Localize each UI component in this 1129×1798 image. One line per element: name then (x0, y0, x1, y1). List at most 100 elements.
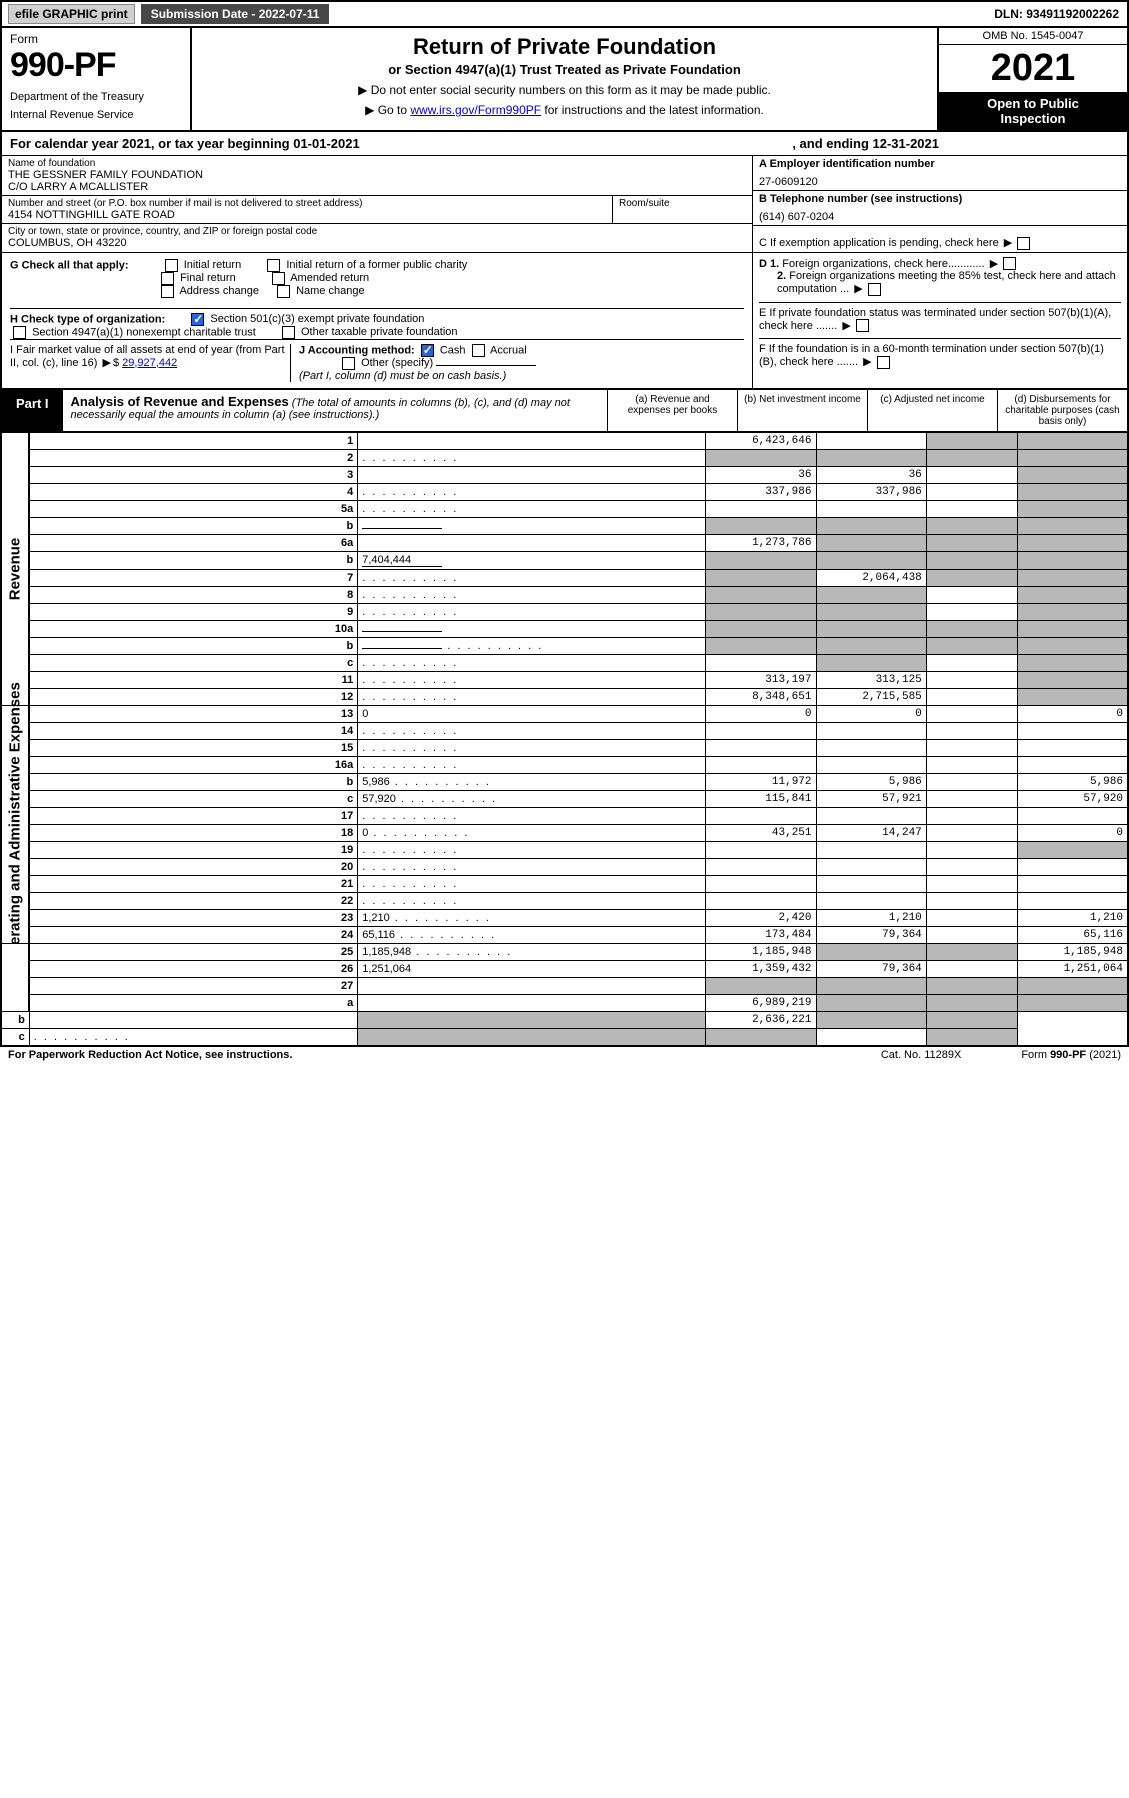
ein-label: A Employer identification number (759, 158, 935, 170)
opt-4947: Section 4947(a)(1) nonexempt charitable … (32, 326, 256, 338)
efile-print-button[interactable]: efile GRAPHIC print (8, 4, 135, 24)
line-number: 3 (29, 466, 357, 483)
table-row: 14 (1, 722, 1128, 739)
amount-col-b: 5,986 (816, 773, 926, 790)
table-row: 16a (1, 756, 1128, 773)
line-number: b (1, 1011, 29, 1028)
line-number: 14 (29, 722, 357, 739)
chk-501c3[interactable] (191, 313, 204, 326)
amount-col-a: 337,986 (706, 483, 816, 500)
chk-initial-former[interactable] (267, 259, 280, 272)
amount-col-b (816, 841, 926, 858)
amount-col-b (706, 1028, 816, 1046)
line-description (358, 483, 706, 500)
line-description (358, 569, 706, 586)
col-a-header: (a) Revenue and expenses per books (607, 390, 737, 431)
line-description (358, 892, 706, 909)
amount-col-a (358, 1011, 706, 1028)
amount-col-d (1018, 603, 1128, 620)
chk-d1[interactable] (1003, 257, 1016, 270)
chk-4947[interactable] (13, 326, 26, 339)
chk-f[interactable] (877, 356, 890, 369)
amount-col-c (926, 960, 1017, 977)
table-row: 2465,116173,48479,36465,116 (1, 926, 1128, 943)
form-word: Form (10, 32, 182, 46)
amount-col-c (926, 858, 1017, 875)
amount-col-c (926, 551, 1017, 569)
dept-treasury: Department of the Treasury (10, 91, 182, 103)
amount-col-b (816, 500, 926, 517)
chk-accrual[interactable] (472, 344, 485, 357)
line-number: b (29, 637, 357, 654)
j-note: (Part I, column (d) must be on cash basi… (299, 370, 506, 382)
chk-name-change[interactable] (277, 285, 290, 298)
line-number: 27 (29, 977, 357, 994)
chk-initial-return[interactable] (165, 259, 178, 272)
table-row: 33636 (1, 466, 1128, 483)
amount-col-c (926, 943, 1017, 960)
efile-topbar: efile GRAPHIC print Submission Date - 20… (0, 0, 1129, 28)
amount-col-a (706, 841, 816, 858)
name-label: Name of foundation (8, 158, 746, 169)
amount-col-c (926, 756, 1017, 773)
amount-col-c (926, 637, 1017, 654)
chk-other-method[interactable] (342, 357, 355, 370)
amount-col-d (1018, 500, 1128, 517)
amount-col-c (926, 875, 1017, 892)
amount-col-d (1018, 637, 1128, 654)
amount-col-d (1018, 722, 1128, 739)
chk-d2[interactable] (868, 283, 881, 296)
table-row: 27 (1, 977, 1128, 994)
amount-col-a (706, 500, 816, 517)
line-description (358, 739, 706, 756)
col-d-header: (d) Disbursements for charitable purpose… (997, 390, 1127, 431)
line-number: b (29, 773, 357, 790)
line-description (358, 756, 706, 773)
street-address: 4154 NOTTINGHILL GATE ROAD (8, 209, 606, 221)
amount-col-b (816, 534, 926, 551)
col-b-header: (b) Net investment income (737, 390, 867, 431)
amount-col-c (926, 688, 1017, 705)
table-row: 20 (1, 858, 1128, 875)
chk-amended[interactable] (272, 272, 285, 285)
amount-col-d (1018, 994, 1128, 1011)
amount-col-a: 11,972 (706, 773, 816, 790)
amount-col-d: 1,185,948 (1018, 943, 1128, 960)
amount-col-c (926, 977, 1017, 994)
amount-col-a (706, 977, 816, 994)
table-row: 10a (1, 620, 1128, 637)
chk-e[interactable] (856, 319, 869, 332)
table-row: b (1, 517, 1128, 534)
amount-col-a (706, 654, 816, 671)
line-number: b (29, 551, 357, 569)
table-row: b2,636,221 (1, 1011, 1128, 1028)
amount-col-c (926, 841, 1017, 858)
chk-addr-change[interactable] (161, 285, 174, 298)
line-number: 5a (29, 500, 357, 517)
amount-col-c (926, 807, 1017, 824)
amount-col-a: 173,484 (706, 926, 816, 943)
amount-col-d (1018, 517, 1128, 534)
amount-col-d (1018, 858, 1128, 875)
fmv-link[interactable]: 29,927,442 (122, 357, 177, 369)
calendar-year-row: For calendar year 2021, or tax year begi… (0, 132, 1129, 155)
dln-label: DLN: 93491192002262 (986, 5, 1127, 23)
irs-link[interactable]: www.irs.gov/Form990PF (410, 103, 541, 117)
amount-col-b (816, 875, 926, 892)
line-number: 24 (29, 926, 357, 943)
phone-value: (614) 607-0204 (759, 211, 1121, 223)
exemption-checkbox[interactable] (1017, 237, 1030, 250)
table-row: 9 (1, 603, 1128, 620)
goto-note: ▶ Go to www.irs.gov/Form990PF for instru… (202, 103, 927, 117)
amount-col-c (926, 926, 1017, 943)
chk-cash[interactable] (421, 344, 434, 357)
f-text: F If the foundation is in a 60-month ter… (759, 343, 1104, 368)
goto-pre: ▶ Go to (365, 103, 410, 117)
amount-col-b (816, 722, 926, 739)
line-number: 6a (29, 534, 357, 551)
amount-col-c (926, 773, 1017, 790)
chk-final-return[interactable] (161, 272, 174, 285)
line-description (358, 620, 706, 637)
amount-col-b (816, 637, 926, 654)
chk-other-taxable[interactable] (282, 326, 295, 339)
